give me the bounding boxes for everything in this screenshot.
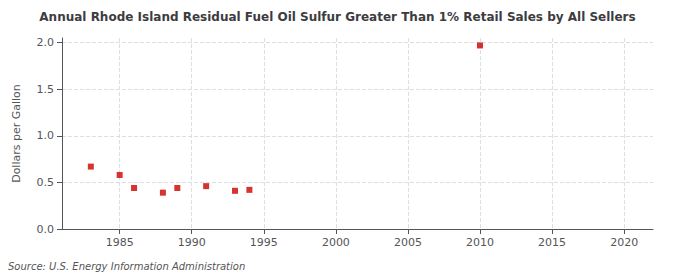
- svg-text:0.0: 0.0: [37, 223, 55, 236]
- svg-text:0.5: 0.5: [37, 176, 55, 189]
- svg-text:Annual Rhode Island Residual F: Annual Rhode Island Residual Fuel Oil Su…: [39, 10, 635, 24]
- svg-text:2.0: 2.0: [37, 36, 55, 49]
- svg-text:1.5: 1.5: [37, 83, 55, 96]
- svg-text:1985: 1985: [106, 236, 134, 249]
- svg-text:2010: 2010: [466, 236, 494, 249]
- svg-text:2020: 2020: [610, 236, 638, 249]
- svg-text:1995: 1995: [250, 236, 278, 249]
- svg-text:Dollars per Gallon: Dollars per Gallon: [10, 84, 23, 183]
- svg-text:1990: 1990: [178, 236, 206, 249]
- svg-text:2005: 2005: [394, 236, 422, 249]
- svg-text:Source: U.S. Energy Informatio: Source: U.S. Energy Information Administ…: [8, 261, 245, 272]
- svg-text:1.0: 1.0: [37, 129, 55, 142]
- svg-text:2000: 2000: [322, 236, 350, 249]
- svg-text:2015: 2015: [538, 236, 566, 249]
